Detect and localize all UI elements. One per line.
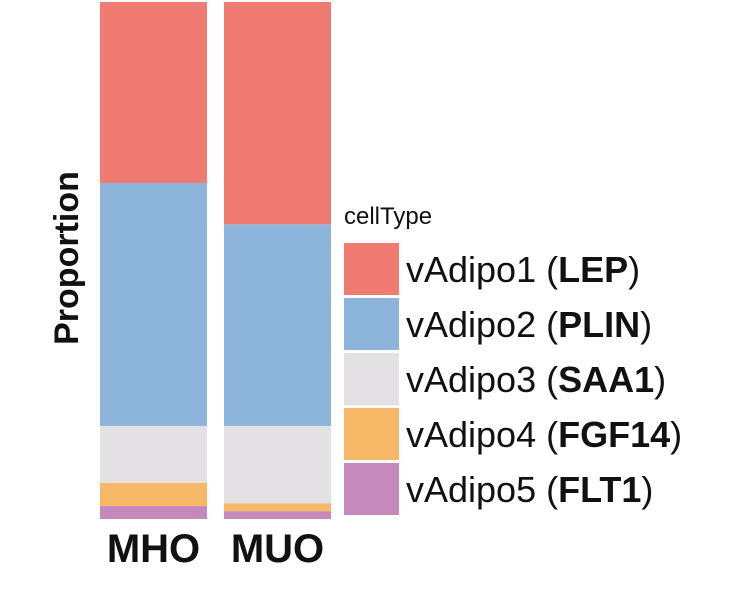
legend-label-vadipo5: vAdipo5 (FLT1) bbox=[406, 469, 653, 510]
bar-segment-mho-vadipo1 bbox=[100, 2, 207, 183]
bar-segment-muo-vadipo1 bbox=[224, 1, 331, 225]
legend-label-vadipo3: vAdipo3 (SAA1) bbox=[406, 359, 666, 400]
x-tick-label-mho: MHO bbox=[107, 527, 200, 571]
legend-label-vadipo1: vAdipo1 (LEP) bbox=[406, 249, 640, 290]
legend: vAdipo1 (LEP) vAdipo2 (PLIN) vAdipo3 (SAA1… bbox=[344, 243, 682, 515]
bars-group bbox=[100, 1, 331, 519]
bar-segment-muo-vadipo4 bbox=[224, 503, 331, 512]
legend-title: cellType bbox=[344, 203, 432, 230]
bar-segment-muo-vadipo5 bbox=[224, 511, 331, 519]
legend-swatch-vadipo1 bbox=[344, 243, 399, 295]
bar-segment-mho-vadipo3 bbox=[100, 425, 207, 483]
legend-label-vadipo2: vAdipo2 (PLIN) bbox=[406, 304, 652, 345]
bar-segment-mho-vadipo4 bbox=[100, 482, 207, 507]
x-tick-label-muo: MUO bbox=[231, 527, 324, 571]
x-tick-labels: MHO MUO bbox=[107, 527, 324, 571]
bar-segment-mho-vadipo2 bbox=[100, 182, 207, 426]
bar-segment-muo-vadipo2 bbox=[224, 224, 331, 426]
legend-label-vadipo4: vAdipo4 (FGF14) bbox=[406, 414, 682, 455]
legend-swatch-vadipo5 bbox=[344, 463, 399, 515]
legend-swatch-vadipo3 bbox=[344, 353, 399, 405]
legend-swatch-vadipo2 bbox=[344, 298, 399, 350]
bar-segment-mho-vadipo5 bbox=[100, 506, 207, 519]
legend-swatch-vadipo4 bbox=[344, 408, 399, 460]
bar-segment-muo-vadipo3 bbox=[224, 425, 331, 504]
y-axis-label: Proportion bbox=[48, 171, 86, 345]
